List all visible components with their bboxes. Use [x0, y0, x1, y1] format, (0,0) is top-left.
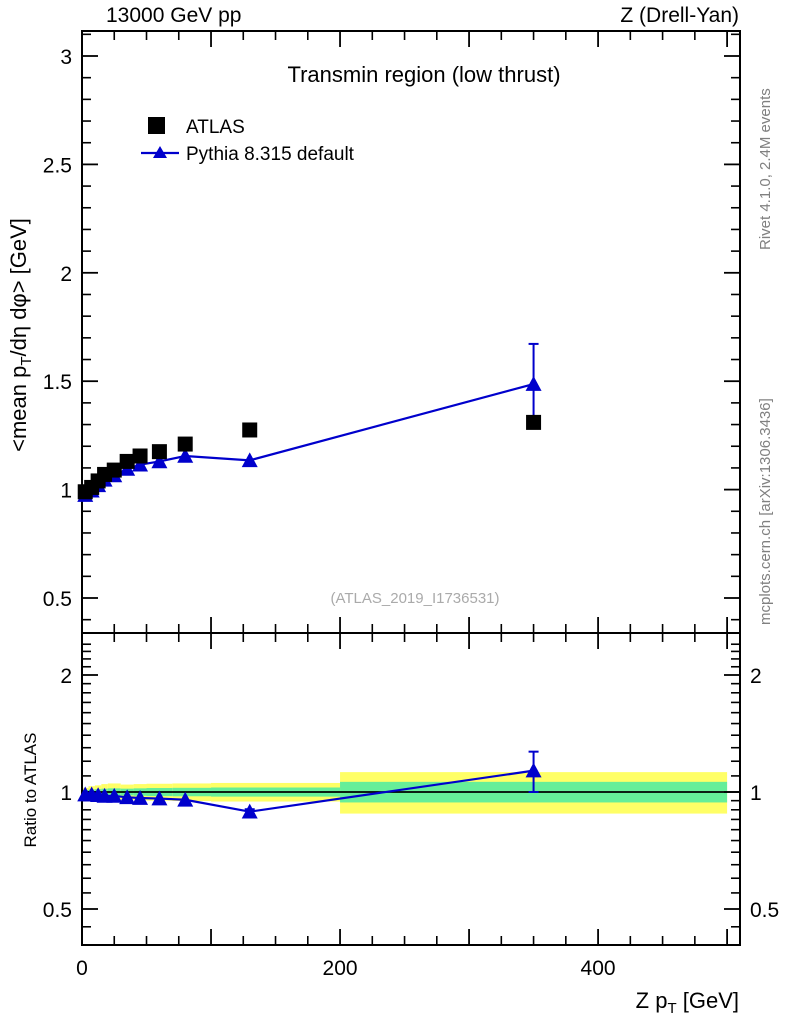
atlas-data-marker: [177, 436, 193, 452]
x-axis-title: Z pT [GeV]: [636, 988, 739, 1017]
header-left-label: 13000 GeV pp: [106, 4, 241, 27]
legend-label-pythia: Pythia 8.315 default: [186, 144, 355, 165]
ratio-data-layer: [77, 750, 740, 819]
y-tick-label: 2: [60, 263, 72, 286]
y-tick-label: 1: [60, 480, 72, 503]
x-tick-labels: 0 200 400: [76, 957, 615, 980]
ratio-pythia-marker: [106, 787, 123, 803]
mcplots-source-note: mcplots.cern.ch [arXiv:1306.3436]: [757, 398, 774, 625]
x-tick-label: 0: [76, 957, 88, 980]
main-plot-frame: [81, 30, 741, 634]
pythia-data-marker: [241, 452, 258, 468]
pythia-data-marker: [177, 447, 194, 463]
main-y-tick-labels: 0.5 1 1.5 2 2.5 3: [43, 46, 72, 611]
legend-marker-atlas: [148, 117, 165, 134]
ratio-y-tick-label: 0.5: [43, 899, 72, 922]
header-right-label: Z (Drell-Yan): [620, 4, 739, 27]
pythia-data-marker: [132, 456, 149, 472]
y-tick-label: 3: [60, 46, 72, 69]
atlas-data-marker: [106, 462, 122, 478]
rivet-version-note: Rivet 4.1.0, 2.4M events: [757, 88, 774, 250]
ratio-y-tick-label-right: 1: [750, 782, 762, 805]
ratio-y-tick-label-right: 0.5: [750, 899, 779, 922]
analysis-id-watermark: (ATLAS_2019_I1736531): [330, 590, 499, 607]
y-axis-title: <mean pT/dη dφ> [GeV]: [6, 218, 35, 452]
pythia-curve: [84, 382, 534, 496]
atlas-data-marker: [242, 422, 258, 438]
atlas-data-marker: [132, 448, 148, 464]
ratio-y-tick-labels: 0.5 0.5 1 1 2 2: [43, 665, 779, 922]
legend-label-atlas: ATLAS: [186, 117, 245, 138]
legend: ATLAS Pythia 8.315 default: [141, 117, 355, 165]
main-axis-ticks: [82, 31, 740, 633]
atlas-data-marker: [526, 414, 542, 430]
ratio-plot-frame: [81, 632, 741, 946]
ratio-pythia-marker: [241, 803, 258, 819]
panel-title: Transmin region (low thrust): [287, 62, 560, 87]
x-tick-label: 400: [581, 957, 616, 980]
x-tick-label: 200: [323, 957, 358, 980]
pythia-data-marker: [525, 376, 542, 391]
pythia-data-marker: [151, 453, 168, 469]
main-data-layer: [77, 342, 542, 502]
ratio-pythia-marker: [525, 762, 542, 778]
y-tick-label: 2.5: [43, 154, 72, 177]
ratio-pythia-marker: [151, 790, 168, 806]
atlas-data-marker: [119, 453, 135, 469]
ratio-pythia-marker: [119, 789, 136, 805]
atlas-data-marker: [151, 444, 167, 460]
y-tick-label: 1.5: [43, 371, 72, 394]
y-tick-label: 0.5: [43, 588, 72, 611]
ratio-pythia-marker: [132, 790, 149, 805]
ratio-y-tick-label: 2: [60, 665, 72, 688]
ratio-y-tick-label: 1: [60, 782, 72, 805]
ratio-pythia-marker: [177, 791, 194, 807]
ratio-y-tick-label-right: 2: [750, 665, 762, 688]
ratio-y-axis-title: Ratio to ATLAS: [21, 733, 40, 848]
legend-marker-pythia: [153, 146, 167, 158]
